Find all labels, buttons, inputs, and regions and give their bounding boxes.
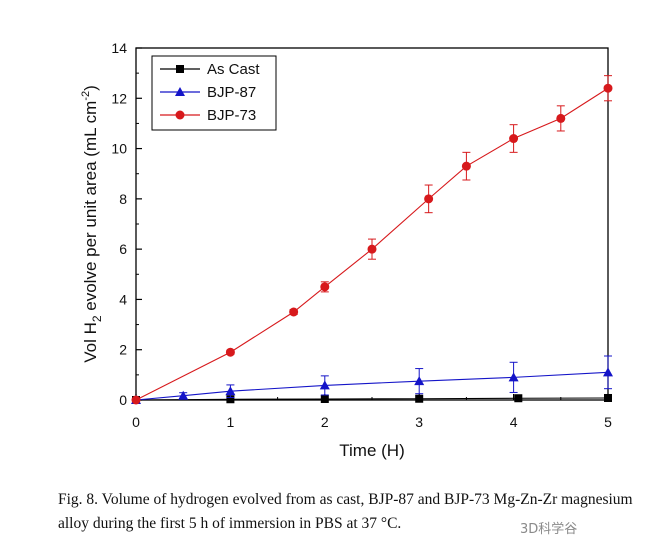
data-point bbox=[461, 161, 471, 171]
data-point bbox=[414, 376, 425, 386]
y-title-part: Vol H bbox=[81, 322, 100, 363]
data-point bbox=[289, 307, 299, 317]
y-tick-label: 14 bbox=[111, 40, 127, 56]
data-point bbox=[514, 394, 523, 403]
x-axis-title: Time (H) bbox=[339, 441, 404, 460]
y-title-part: evolve per unit area (mL cm bbox=[81, 101, 100, 316]
data-point bbox=[226, 395, 235, 404]
x-tick-label: 4 bbox=[510, 414, 518, 430]
series-square bbox=[132, 393, 612, 404]
data-point bbox=[225, 386, 236, 396]
legend-label: BJP-73 bbox=[207, 107, 256, 124]
y-tick-label: 0 bbox=[119, 392, 127, 408]
data-point bbox=[604, 393, 612, 402]
legend-label: BJP-87 bbox=[207, 84, 256, 101]
y-axis-ticks: 0 2 4 6 8 10 12 14 bbox=[111, 40, 142, 408]
y-axis-title: Vol H2 evolve per unit area (mL cm-2) bbox=[80, 85, 104, 363]
data-point bbox=[556, 113, 566, 123]
y-tick-label: 2 bbox=[119, 342, 127, 358]
data-point bbox=[509, 134, 519, 144]
data-point bbox=[508, 372, 519, 382]
data-point bbox=[320, 282, 330, 292]
data-point bbox=[603, 83, 613, 93]
y-tick-label: 10 bbox=[111, 141, 127, 157]
data-point bbox=[319, 380, 330, 390]
x-tick-label: 3 bbox=[415, 414, 423, 430]
data-point bbox=[424, 194, 434, 204]
series-line bbox=[135, 397, 609, 401]
series-triangle bbox=[131, 355, 613, 404]
data-point bbox=[603, 367, 613, 377]
x-tick-label: 5 bbox=[604, 414, 612, 430]
data-point bbox=[225, 347, 235, 357]
series-line bbox=[135, 87, 609, 401]
x-tick-label: 0 bbox=[132, 414, 140, 430]
y-tick-label: 4 bbox=[119, 291, 127, 307]
y-tick-label: 8 bbox=[119, 191, 127, 207]
watermark: 3D科学谷 bbox=[520, 522, 578, 537]
data-point bbox=[415, 394, 424, 403]
y-tick-label: 6 bbox=[119, 241, 127, 257]
data-point bbox=[131, 395, 141, 405]
data-point bbox=[320, 394, 329, 403]
data-point bbox=[178, 390, 189, 400]
legend-marker bbox=[175, 110, 185, 120]
legend-marker bbox=[176, 65, 184, 73]
series-layer bbox=[131, 75, 613, 405]
series-circle bbox=[131, 75, 613, 405]
x-tick-label: 1 bbox=[227, 414, 235, 430]
series-line bbox=[135, 371, 609, 401]
legend-box bbox=[151, 55, 277, 131]
legend: As Cast BJP-87 BJP-73 bbox=[151, 55, 277, 131]
y-tick-label: 12 bbox=[111, 90, 127, 106]
legend-marker bbox=[175, 87, 185, 96]
data-point bbox=[367, 244, 377, 254]
y-title-superscript: -2 bbox=[80, 91, 92, 101]
figure-caption: Fig. 8. Volume of hydrogen evolved from … bbox=[58, 491, 633, 532]
legend-label: As Cast bbox=[207, 61, 260, 78]
x-tick-label: 2 bbox=[321, 414, 329, 430]
y-title-subscript: 2 bbox=[90, 315, 104, 322]
y-title-part: ) bbox=[81, 85, 100, 91]
